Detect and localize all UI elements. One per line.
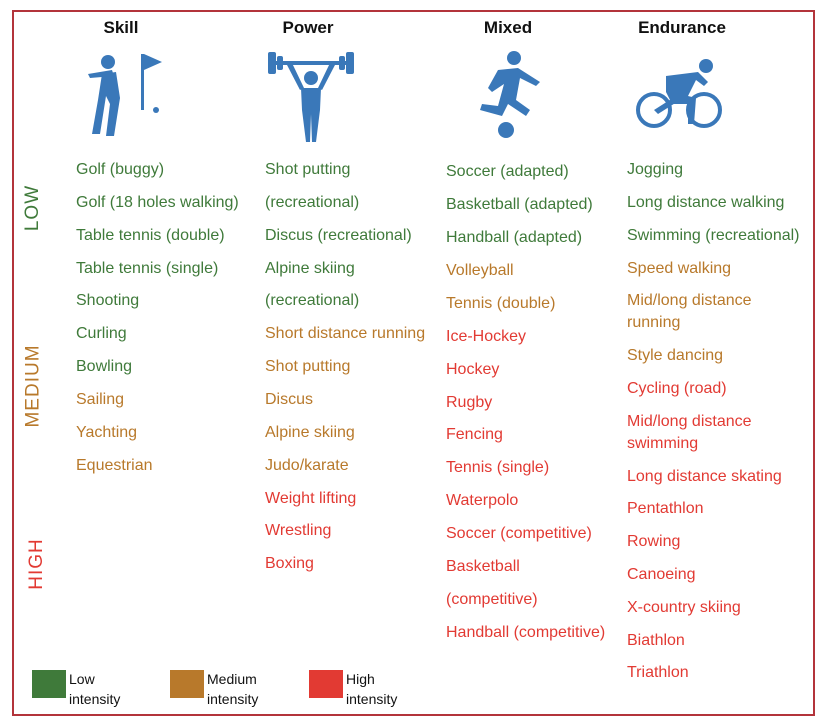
skill-sport-item: Table tennis (double)	[76, 227, 225, 244]
mixed-sport-item: Handball (competitive)	[446, 624, 606, 641]
endurance-sport-item: Cycling (road)	[627, 380, 727, 397]
mixed-sport-item: (competitive)	[446, 591, 538, 608]
mixed-sport-item: Rugby	[446, 394, 493, 411]
skill-sport-item: Shooting	[76, 292, 140, 309]
cyclist-icon	[636, 59, 722, 128]
skill-sport-item: Bowling	[76, 358, 133, 375]
skill-sport-item: Equestrian	[76, 457, 153, 474]
side-label-medium: MEDIUM	[22, 344, 44, 428]
mixed-sport-item: Tennis (double)	[446, 295, 556, 312]
endurance-sport-item: Jogging	[627, 161, 684, 178]
endurance-sport-item: Pentathlon	[627, 500, 704, 517]
power-sport-item: Shot putting	[265, 358, 351, 375]
legend-low-line2: intensity	[69, 690, 121, 707]
mixed-sport-item: Handball (adapted)	[446, 229, 583, 246]
diagram-frame	[12, 10, 815, 716]
power-sport-item: Alpine skiing	[265, 260, 355, 277]
mixed-sport-item: Waterpolo	[446, 492, 519, 509]
power-sport-item: Weight lifting	[265, 490, 357, 507]
column-header-mixed: Mixed	[483, 18, 533, 37]
mixed-sport-item: Basketball (adapted)	[446, 196, 593, 213]
mixed-sport-item: Basketball	[446, 558, 520, 575]
golfer-icon	[88, 54, 162, 136]
power-sport-item: (recreational)	[265, 194, 360, 211]
endurance-sport-item: Mid/long distance	[627, 292, 752, 309]
legend-medium-line1: Medium	[207, 671, 257, 687]
mixed-sport-item: Soccer (competitive)	[446, 525, 592, 542]
power-sport-item: Alpine skiing	[265, 424, 355, 441]
side-label-high: HIGH	[25, 538, 47, 590]
column-header-skill: Skill	[103, 18, 139, 37]
legend-high-line1: High	[346, 671, 375, 687]
endurance-sport-item: swimming	[627, 435, 699, 452]
skill-sport-item: Yachting	[76, 424, 138, 441]
endurance-sport-item: Style dancing	[627, 347, 724, 364]
weightlifter-icon	[268, 52, 354, 142]
power-sport-item: Short distance running	[265, 325, 426, 342]
endurance-sport-item: Mid/long distance	[627, 413, 752, 430]
endurance-sport-item: Triathlon	[627, 664, 689, 681]
endurance-sport-item: Rowing	[627, 533, 681, 550]
mixed-sport-item: Ice-Hockey	[446, 328, 527, 345]
legend-swatch-medium	[170, 670, 204, 698]
endurance-sport-item: Biathlon	[627, 632, 685, 649]
legend-high-line2: intensity	[346, 690, 398, 707]
mixed-sport-item: Fencing	[446, 426, 503, 443]
legend-label-medium: Medium intensity	[207, 670, 258, 709]
endurance-sport-item: Long distance skating	[627, 468, 782, 485]
skill-sport-item: Golf (18 holes walking)	[76, 194, 239, 211]
mixed-sport-item: Volleyball	[446, 262, 514, 279]
power-sport-item: Shot putting	[265, 161, 351, 178]
legend-low-line1: Low	[69, 671, 95, 687]
legend-label-high: High intensity	[346, 670, 397, 709]
legend-swatch-high	[309, 670, 343, 698]
skill-sport-item: Table tennis (single)	[76, 260, 219, 277]
endurance-sport-item: Long distance walking	[627, 194, 785, 211]
endurance-sport-item: Canoeing	[627, 566, 696, 583]
legend-swatch-low	[32, 670, 66, 698]
power-sport-item: (recreational)	[265, 292, 360, 309]
soccer-player-icon	[480, 51, 540, 138]
power-sport-item: Discus (recreational)	[265, 227, 412, 244]
column-header-endurance: Endurance	[638, 18, 726, 37]
power-sport-item: Discus	[265, 391, 314, 408]
power-sport-item: Wrestling	[265, 522, 332, 539]
endurance-sport-item: Swimming (recreational)	[627, 227, 800, 244]
skill-sport-item: Sailing	[76, 391, 125, 408]
power-sport-item: Boxing	[265, 555, 314, 572]
legend-label-low: Low intensity	[69, 670, 120, 709]
side-label-low: LOW	[22, 184, 44, 232]
power-sport-item: Judo/karate	[265, 457, 349, 474]
endurance-sport-item: Speed walking	[627, 260, 732, 277]
skill-sport-item: Golf (buggy)	[76, 161, 165, 178]
column-header-power: Power	[282, 18, 334, 37]
endurance-sport-item: running	[627, 314, 681, 331]
mixed-sport-item: Soccer (adapted)	[446, 163, 569, 180]
mixed-sport-item: Hockey	[446, 361, 500, 378]
endurance-sport-item: X-country skiing	[627, 599, 741, 616]
legend-medium-line2: intensity	[207, 690, 259, 707]
skill-sport-item: Curling	[76, 325, 127, 342]
mixed-sport-item: Tennis (single)	[446, 459, 550, 476]
